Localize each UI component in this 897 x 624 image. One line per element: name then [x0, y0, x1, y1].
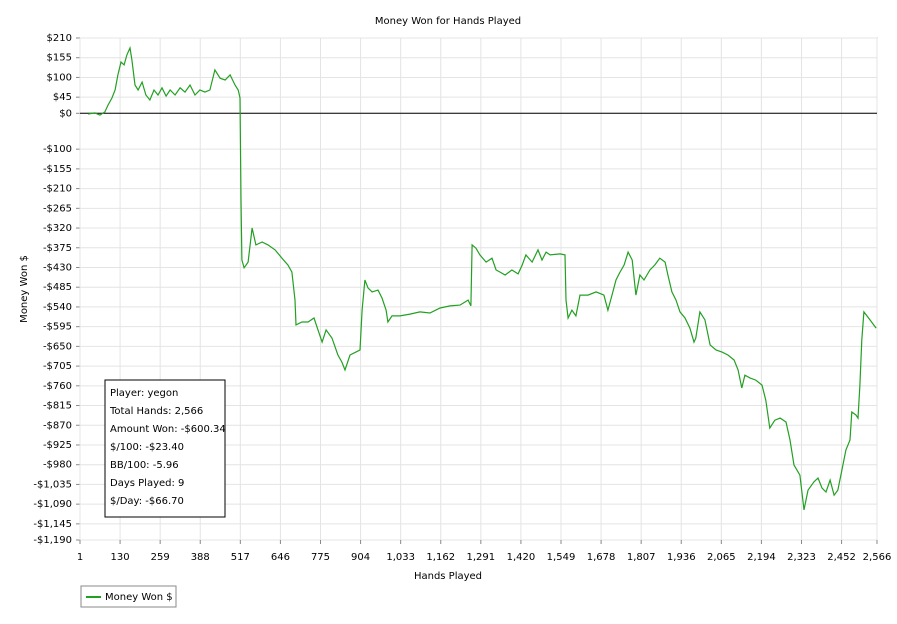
info-line: Player: yegon — [110, 388, 178, 399]
x-tick-label: 2,323 — [787, 552, 816, 563]
y-tick-label: $0 — [59, 108, 72, 119]
x-tick-label: 1 — [77, 552, 83, 563]
x-tick-label: 1,936 — [667, 552, 696, 563]
x-tick-label: 1,678 — [587, 552, 616, 563]
info-line: $/100: -$23.40 — [110, 442, 184, 453]
x-tick-label: 517 — [231, 552, 250, 563]
y-tick-label: -$925 — [43, 440, 72, 451]
x-tick-label: 1,033 — [386, 552, 415, 563]
info-line: Days Played: 9 — [110, 478, 184, 489]
y-tick-label: $100 — [47, 72, 72, 83]
y-axis-label: Money Won $ — [19, 255, 30, 323]
x-tick-label: 775 — [311, 552, 330, 563]
info-line: $/Day: -$66.70 — [110, 496, 184, 507]
x-axis-label: Hands Played — [414, 571, 482, 582]
y-tick-label: -$485 — [43, 282, 72, 293]
y-tick-label: -$320 — [43, 223, 72, 234]
y-tick-label: -$595 — [43, 322, 72, 333]
y-tick-label: -$540 — [43, 302, 72, 313]
info-line: Amount Won: -$600.34 — [110, 424, 226, 435]
x-tick-label: 1,420 — [507, 552, 536, 563]
y-tick-label: -$870 — [43, 420, 72, 431]
y-tick-label: -$430 — [43, 262, 72, 273]
x-tick-label: 646 — [271, 552, 290, 563]
x-tick-label: 2,194 — [747, 552, 776, 563]
info-line: BB/100: -5.96 — [110, 460, 179, 471]
y-tick-label: -$1,035 — [33, 479, 72, 490]
y-tick-label: $45 — [53, 92, 72, 103]
y-tick-label: -$1,190 — [33, 535, 72, 546]
y-tick-label: -$210 — [43, 184, 72, 195]
y-tick-label: -$815 — [43, 401, 72, 412]
x-tick-label: 2,566 — [863, 552, 892, 563]
x-tick-label: 2,452 — [827, 552, 856, 563]
legend-label: Money Won $ — [105, 592, 173, 603]
y-tick-label: -$155 — [43, 164, 72, 175]
x-tick-label: 1,807 — [627, 552, 656, 563]
y-tick-label: $210 — [47, 33, 72, 44]
x-tick-label: 388 — [191, 552, 210, 563]
chart-title: Money Won for Hands Played — [375, 16, 521, 27]
y-tick-label: -$760 — [43, 381, 72, 392]
y-tick-label: -$980 — [43, 460, 72, 471]
x-tick-label: 259 — [151, 552, 170, 563]
x-tick-label: 130 — [111, 552, 130, 563]
y-tick-label: -$375 — [43, 243, 72, 254]
y-tick-label: -$100 — [43, 144, 72, 155]
x-tick-label: 1,162 — [426, 552, 455, 563]
y-tick-label: -$265 — [43, 203, 72, 214]
x-tick-label: 1,549 — [547, 552, 576, 563]
y-tick-label: $155 — [47, 53, 72, 64]
line-series — [88, 45, 877, 511]
y-tick-label: -$705 — [43, 361, 72, 372]
info-line: Total Hands: 2,566 — [109, 406, 203, 417]
y-tick-label: -$650 — [43, 341, 72, 352]
x-tick-label: 1,291 — [467, 552, 496, 563]
legend — [80, 585, 177, 608]
x-tick-label: 904 — [351, 552, 370, 563]
info-box — [104, 379, 226, 518]
x-tick-label: 2,065 — [707, 552, 736, 563]
y-tick-label: -$1,090 — [33, 499, 72, 510]
y-tick-label: -$1,145 — [33, 519, 72, 530]
